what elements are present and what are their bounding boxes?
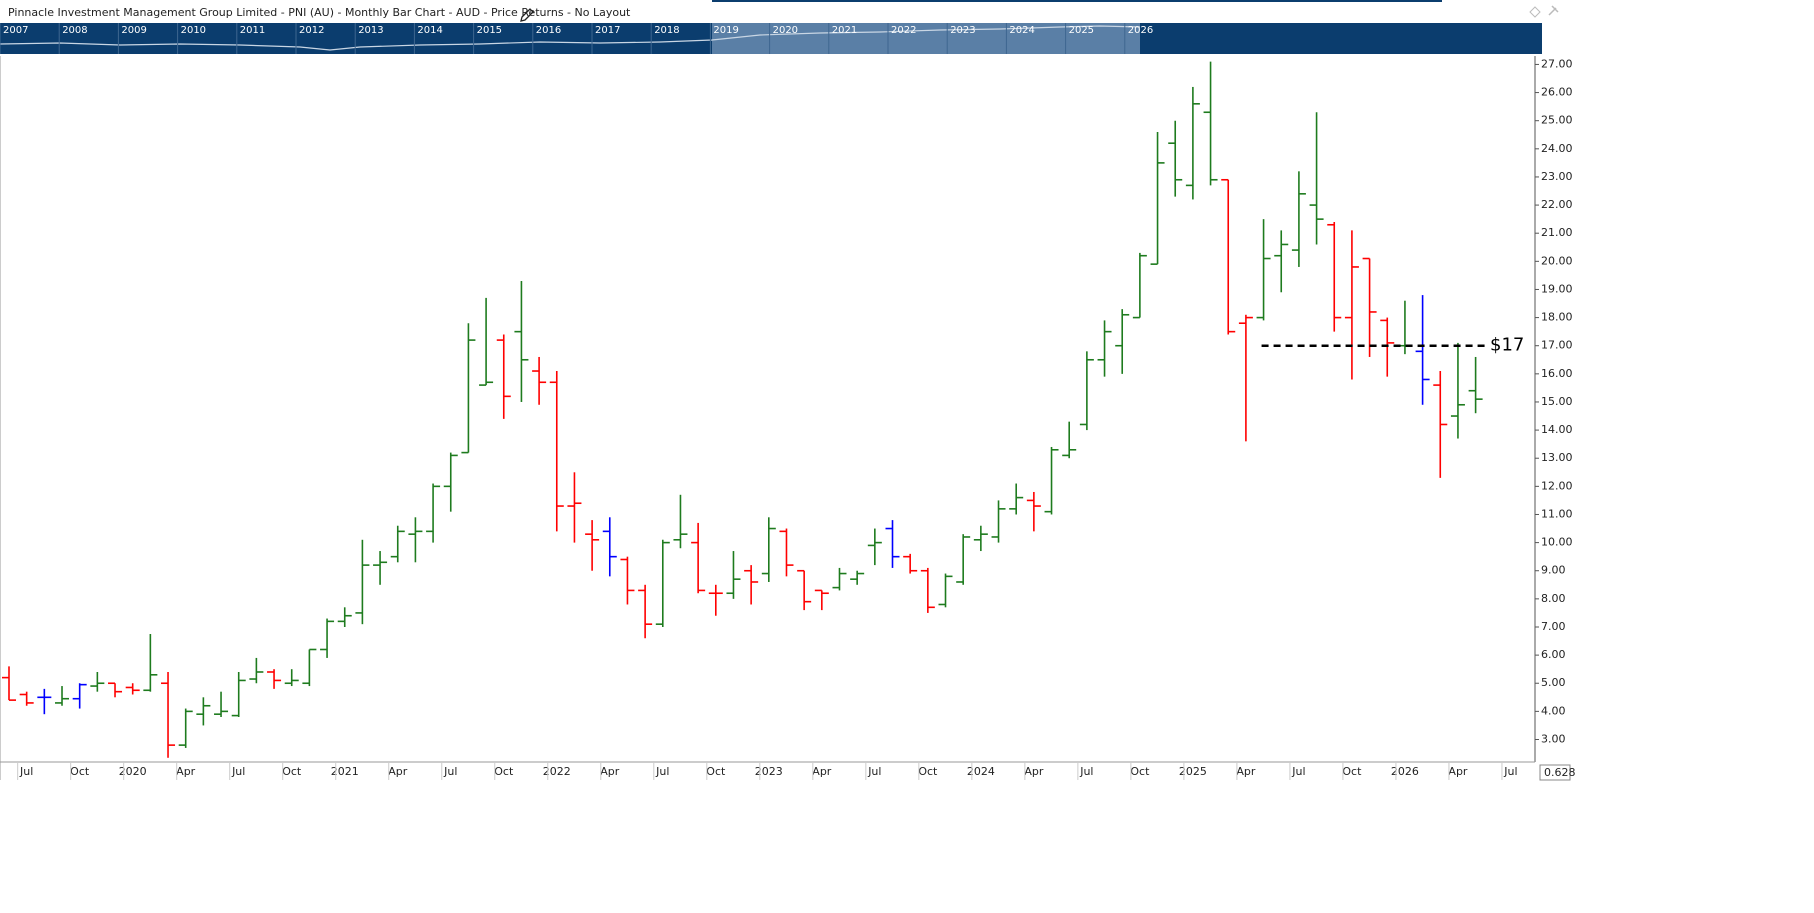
navigator-year: 2024 <box>1009 25 1034 36</box>
x-tick-label: Jul <box>655 765 669 778</box>
x-tick-label: Apr <box>1024 765 1044 778</box>
x-tick-label: Jul <box>1079 765 1093 778</box>
y-tick-label: 19.00 <box>1541 282 1573 295</box>
x-tick-label: Oct <box>1130 765 1150 778</box>
navigator-year: 2022 <box>891 25 916 36</box>
x-tick-label: 2026 <box>1391 765 1419 778</box>
y-tick-label: 10.00 <box>1541 536 1573 549</box>
x-tick-label: 2021 <box>331 765 359 778</box>
x-tick-label: Jul <box>443 765 457 778</box>
navigator-year: 2007 <box>3 25 28 36</box>
y-tick-label: 6.00 <box>1541 648 1566 661</box>
y-tick-label: 22.00 <box>1541 198 1573 211</box>
navigator-year: 2008 <box>62 25 87 36</box>
y-tick-label: 13.00 <box>1541 451 1573 464</box>
title-bar <box>0 0 1814 23</box>
navigator-year: 2018 <box>654 25 679 36</box>
scale-box <box>1539 764 1571 781</box>
navigator-year: 2011 <box>240 25 265 36</box>
x-tick-label: Oct <box>494 765 514 778</box>
x-tick-label: Jul <box>1503 765 1517 778</box>
y-tick-label: 26.00 <box>1541 86 1573 99</box>
x-tick-label: Apr <box>388 765 408 778</box>
x-tick-label: 2022 <box>543 765 571 778</box>
chart-title: Pinnacle Investment Management Group Lim… <box>8 6 631 19</box>
y-tick-label: 11.00 <box>1541 507 1573 520</box>
navigator-year: 2020 <box>773 25 798 36</box>
navigator-year: 2009 <box>121 25 146 36</box>
navigator-year: 2017 <box>595 25 620 36</box>
y-tick-label: 15.00 <box>1541 395 1573 408</box>
navigator-labels: 2007 2008 2009 2010 2011 2012 2013 2014 2015 2016… <box>0 23 1153 54</box>
navigator-year: 2013 <box>358 25 383 36</box>
y-tick-label: 5.00 <box>1541 676 1566 689</box>
navigator-year: 2014 <box>417 25 442 36</box>
edit-icon[interactable] <box>520 8 534 22</box>
y-tick-label: 4.00 <box>1541 704 1566 717</box>
y-tick-label: 24.00 <box>1541 142 1573 155</box>
x-tick-label: Oct <box>282 765 302 778</box>
y-tick-label: 14.00 <box>1541 423 1573 436</box>
y-tick-label: 21.00 <box>1541 226 1573 239</box>
x-tick-label: Jul <box>867 765 881 778</box>
y-tick-label: 27.00 <box>1541 57 1573 70</box>
y-tick-label: 9.00 <box>1541 564 1566 577</box>
y-tick-label: 23.00 <box>1541 170 1573 183</box>
y-tick-label: 7.00 <box>1541 620 1566 633</box>
x-tick-label: Jul <box>1291 765 1305 778</box>
navigator-year: 2016 <box>536 25 561 36</box>
y-tick-label: 16.00 <box>1541 367 1573 380</box>
x-tick-label: Apr <box>1448 765 1468 778</box>
navigator-window[interactable] <box>712 23 1140 54</box>
navigator-year: 2026 <box>1128 25 1153 36</box>
navigator-year: 2012 <box>299 25 324 36</box>
diamond-icon[interactable] <box>1529 6 1541 18</box>
x-tick-label: Oct <box>706 765 726 778</box>
navigator-year: 2025 <box>1069 25 1094 36</box>
x-tick-label: Oct <box>70 765 90 778</box>
pin-icon[interactable] <box>1548 5 1559 16</box>
x-tick-label: 2020 <box>119 765 147 778</box>
x-tick-label: Oct <box>1342 765 1362 778</box>
scale-label: 0.628 <box>1544 766 1576 779</box>
x-tick-label: Jul <box>231 765 245 778</box>
x-tick-label: Apr <box>812 765 832 778</box>
navigator-year: 2019 <box>713 25 738 36</box>
x-tick-label: Oct <box>918 765 938 778</box>
navigator-year: 2015 <box>477 25 502 36</box>
y-tick-label: 3.00 <box>1541 732 1566 745</box>
y-tick-label: 8.00 <box>1541 592 1566 605</box>
y-tick-label: 25.00 <box>1541 114 1573 127</box>
y-tick-label: 17.00 <box>1541 339 1573 352</box>
x-tick-label: Apr <box>1236 765 1256 778</box>
scroll-indicator <box>712 0 1442 2</box>
x-tick-label: 2023 <box>755 765 783 778</box>
x-tick-label: Apr <box>176 765 196 778</box>
x-tick-label: Jul <box>19 765 33 778</box>
navigator-year: 2021 <box>832 25 857 36</box>
y-tick-label: 12.00 <box>1541 479 1573 492</box>
navigator-line <box>0 25 1141 51</box>
x-tick-label: 2024 <box>967 765 995 778</box>
x-tick-label: Apr <box>600 765 620 778</box>
navigator-year: 2023 <box>950 25 975 36</box>
x-tick-label: 2025 <box>1179 765 1207 778</box>
y-tick-label: 18.00 <box>1541 311 1573 324</box>
y-tick-label: 20.00 <box>1541 254 1573 267</box>
annotation-label: $17 <box>1490 335 1524 356</box>
navigator-year: 2010 <box>181 25 206 36</box>
